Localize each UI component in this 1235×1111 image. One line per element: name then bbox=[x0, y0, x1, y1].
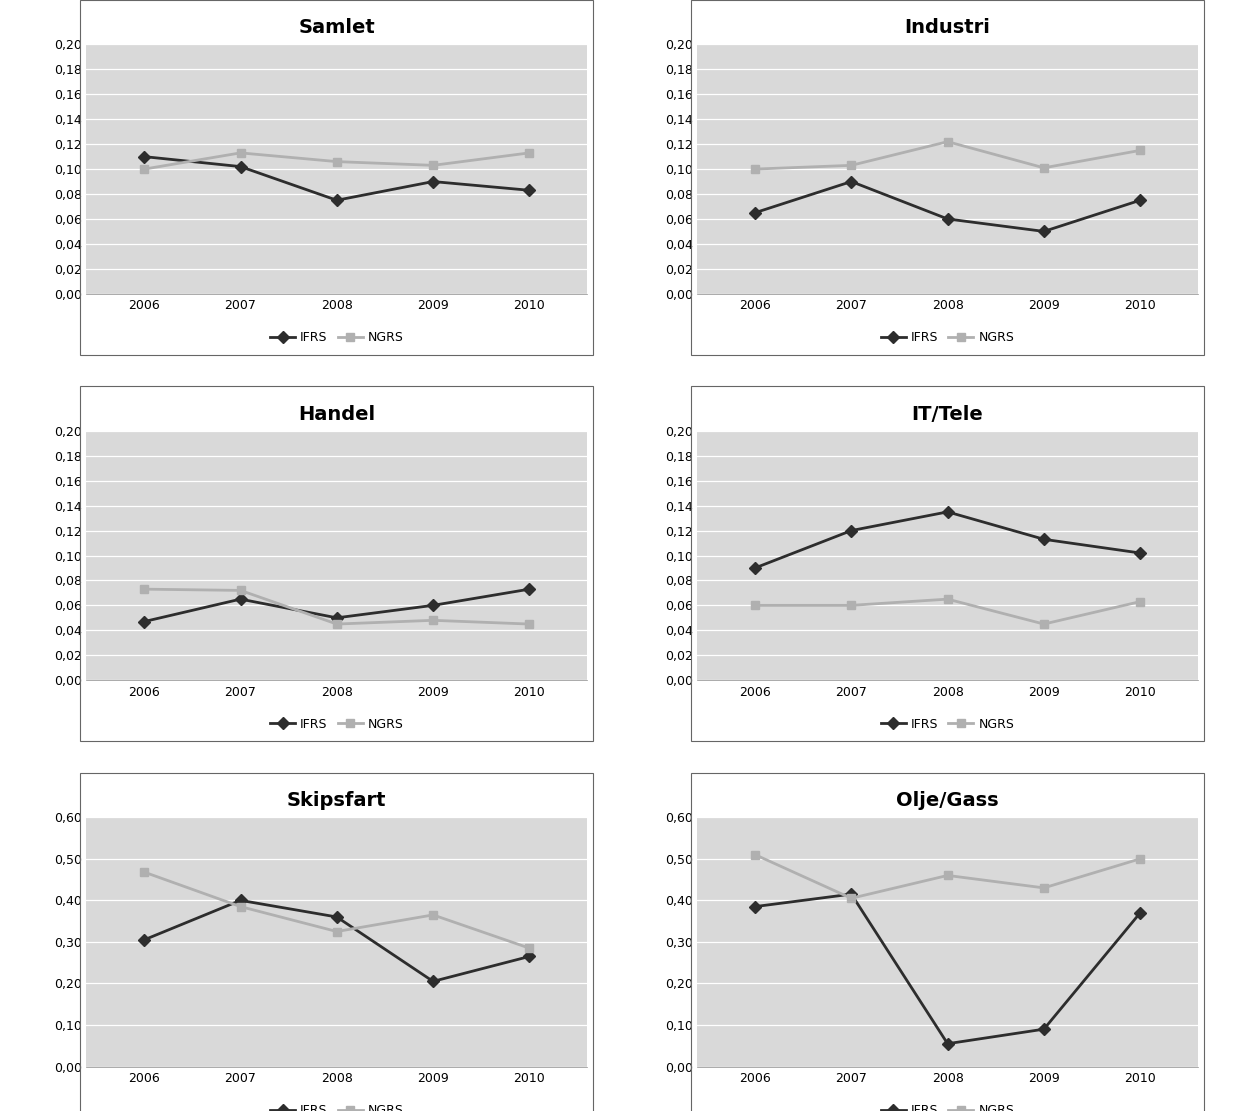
NGRS bbox=[1132, 852, 1147, 865]
IFRS bbox=[522, 183, 537, 197]
Line: NGRS: NGRS bbox=[140, 149, 534, 173]
Line: IFRS: IFRS bbox=[140, 585, 534, 625]
IFRS bbox=[940, 506, 955, 519]
IFRS bbox=[1132, 907, 1147, 920]
NGRS bbox=[522, 147, 537, 160]
NGRS bbox=[844, 159, 858, 172]
Title: IT/Tele: IT/Tele bbox=[911, 404, 983, 423]
IFRS bbox=[137, 150, 152, 163]
NGRS bbox=[330, 154, 345, 168]
Legend: IFRS, NGRS: IFRS, NGRS bbox=[266, 327, 409, 349]
NGRS bbox=[940, 869, 955, 882]
Title: Olje/Gass: Olje/Gass bbox=[897, 791, 999, 810]
Line: NGRS: NGRS bbox=[751, 595, 1145, 628]
Line: NGRS: NGRS bbox=[751, 851, 1145, 902]
IFRS bbox=[844, 524, 858, 538]
Line: IFRS: IFRS bbox=[751, 508, 1145, 572]
IFRS bbox=[1036, 532, 1051, 546]
NGRS bbox=[137, 582, 152, 595]
NGRS bbox=[522, 941, 537, 954]
NGRS bbox=[137, 162, 152, 176]
NGRS bbox=[747, 599, 762, 612]
Title: Samlet: Samlet bbox=[299, 18, 375, 38]
IFRS bbox=[330, 910, 345, 923]
NGRS bbox=[426, 613, 441, 627]
IFRS bbox=[426, 174, 441, 188]
NGRS bbox=[844, 892, 858, 905]
Line: NGRS: NGRS bbox=[140, 868, 534, 952]
IFRS bbox=[522, 950, 537, 963]
IFRS bbox=[330, 611, 345, 624]
IFRS bbox=[522, 582, 537, 595]
NGRS bbox=[1132, 143, 1147, 157]
Line: NGRS: NGRS bbox=[751, 138, 1145, 173]
IFRS bbox=[747, 900, 762, 913]
Legend: IFRS, NGRS: IFRS, NGRS bbox=[266, 1099, 409, 1111]
IFRS bbox=[233, 893, 248, 907]
IFRS bbox=[844, 888, 858, 901]
NGRS bbox=[747, 162, 762, 176]
NGRS bbox=[330, 618, 345, 631]
NGRS bbox=[330, 924, 345, 938]
IFRS bbox=[1036, 1022, 1051, 1035]
Title: Industri: Industri bbox=[905, 18, 990, 38]
Title: Handel: Handel bbox=[298, 404, 375, 423]
NGRS bbox=[1036, 618, 1051, 631]
NGRS bbox=[940, 592, 955, 605]
NGRS bbox=[747, 848, 762, 861]
IFRS bbox=[1036, 224, 1051, 238]
NGRS bbox=[940, 136, 955, 149]
NGRS bbox=[1132, 595, 1147, 609]
IFRS bbox=[330, 193, 345, 207]
IFRS bbox=[940, 212, 955, 226]
Legend: IFRS, NGRS: IFRS, NGRS bbox=[876, 327, 1019, 349]
IFRS bbox=[747, 206, 762, 219]
Legend: IFRS, NGRS: IFRS, NGRS bbox=[266, 712, 409, 735]
IFRS bbox=[137, 614, 152, 628]
Title: Skipsfart: Skipsfart bbox=[287, 791, 387, 810]
NGRS bbox=[1036, 881, 1051, 894]
IFRS bbox=[1132, 193, 1147, 207]
IFRS bbox=[426, 599, 441, 612]
IFRS bbox=[747, 561, 762, 574]
IFRS bbox=[137, 933, 152, 947]
NGRS bbox=[844, 599, 858, 612]
IFRS bbox=[426, 974, 441, 988]
Line: IFRS: IFRS bbox=[140, 897, 534, 985]
IFRS bbox=[1132, 547, 1147, 560]
IFRS bbox=[844, 174, 858, 188]
Line: IFRS: IFRS bbox=[140, 152, 534, 204]
Line: IFRS: IFRS bbox=[751, 890, 1145, 1048]
IFRS bbox=[940, 1037, 955, 1050]
NGRS bbox=[426, 159, 441, 172]
NGRS bbox=[233, 583, 248, 597]
IFRS bbox=[233, 160, 248, 173]
NGRS bbox=[233, 147, 248, 160]
NGRS bbox=[426, 908, 441, 921]
Legend: IFRS, NGRS: IFRS, NGRS bbox=[876, 712, 1019, 735]
Line: IFRS: IFRS bbox=[751, 178, 1145, 236]
Legend: IFRS, NGRS: IFRS, NGRS bbox=[876, 1099, 1019, 1111]
Line: NGRS: NGRS bbox=[140, 585, 534, 628]
IFRS bbox=[233, 592, 248, 605]
NGRS bbox=[233, 900, 248, 913]
NGRS bbox=[137, 865, 152, 879]
NGRS bbox=[1036, 161, 1051, 174]
NGRS bbox=[522, 618, 537, 631]
